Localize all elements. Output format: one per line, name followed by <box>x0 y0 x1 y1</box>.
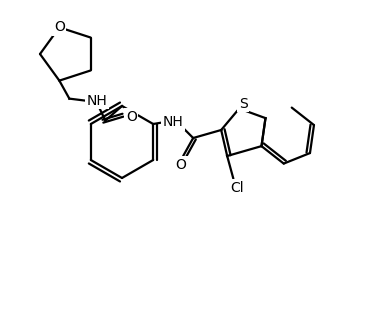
Text: NH: NH <box>87 94 108 108</box>
Text: Cl: Cl <box>231 181 244 195</box>
Text: S: S <box>239 97 248 111</box>
Text: O: O <box>176 158 186 172</box>
Text: O: O <box>54 20 65 34</box>
Text: O: O <box>126 110 137 124</box>
Text: NH: NH <box>163 115 184 129</box>
